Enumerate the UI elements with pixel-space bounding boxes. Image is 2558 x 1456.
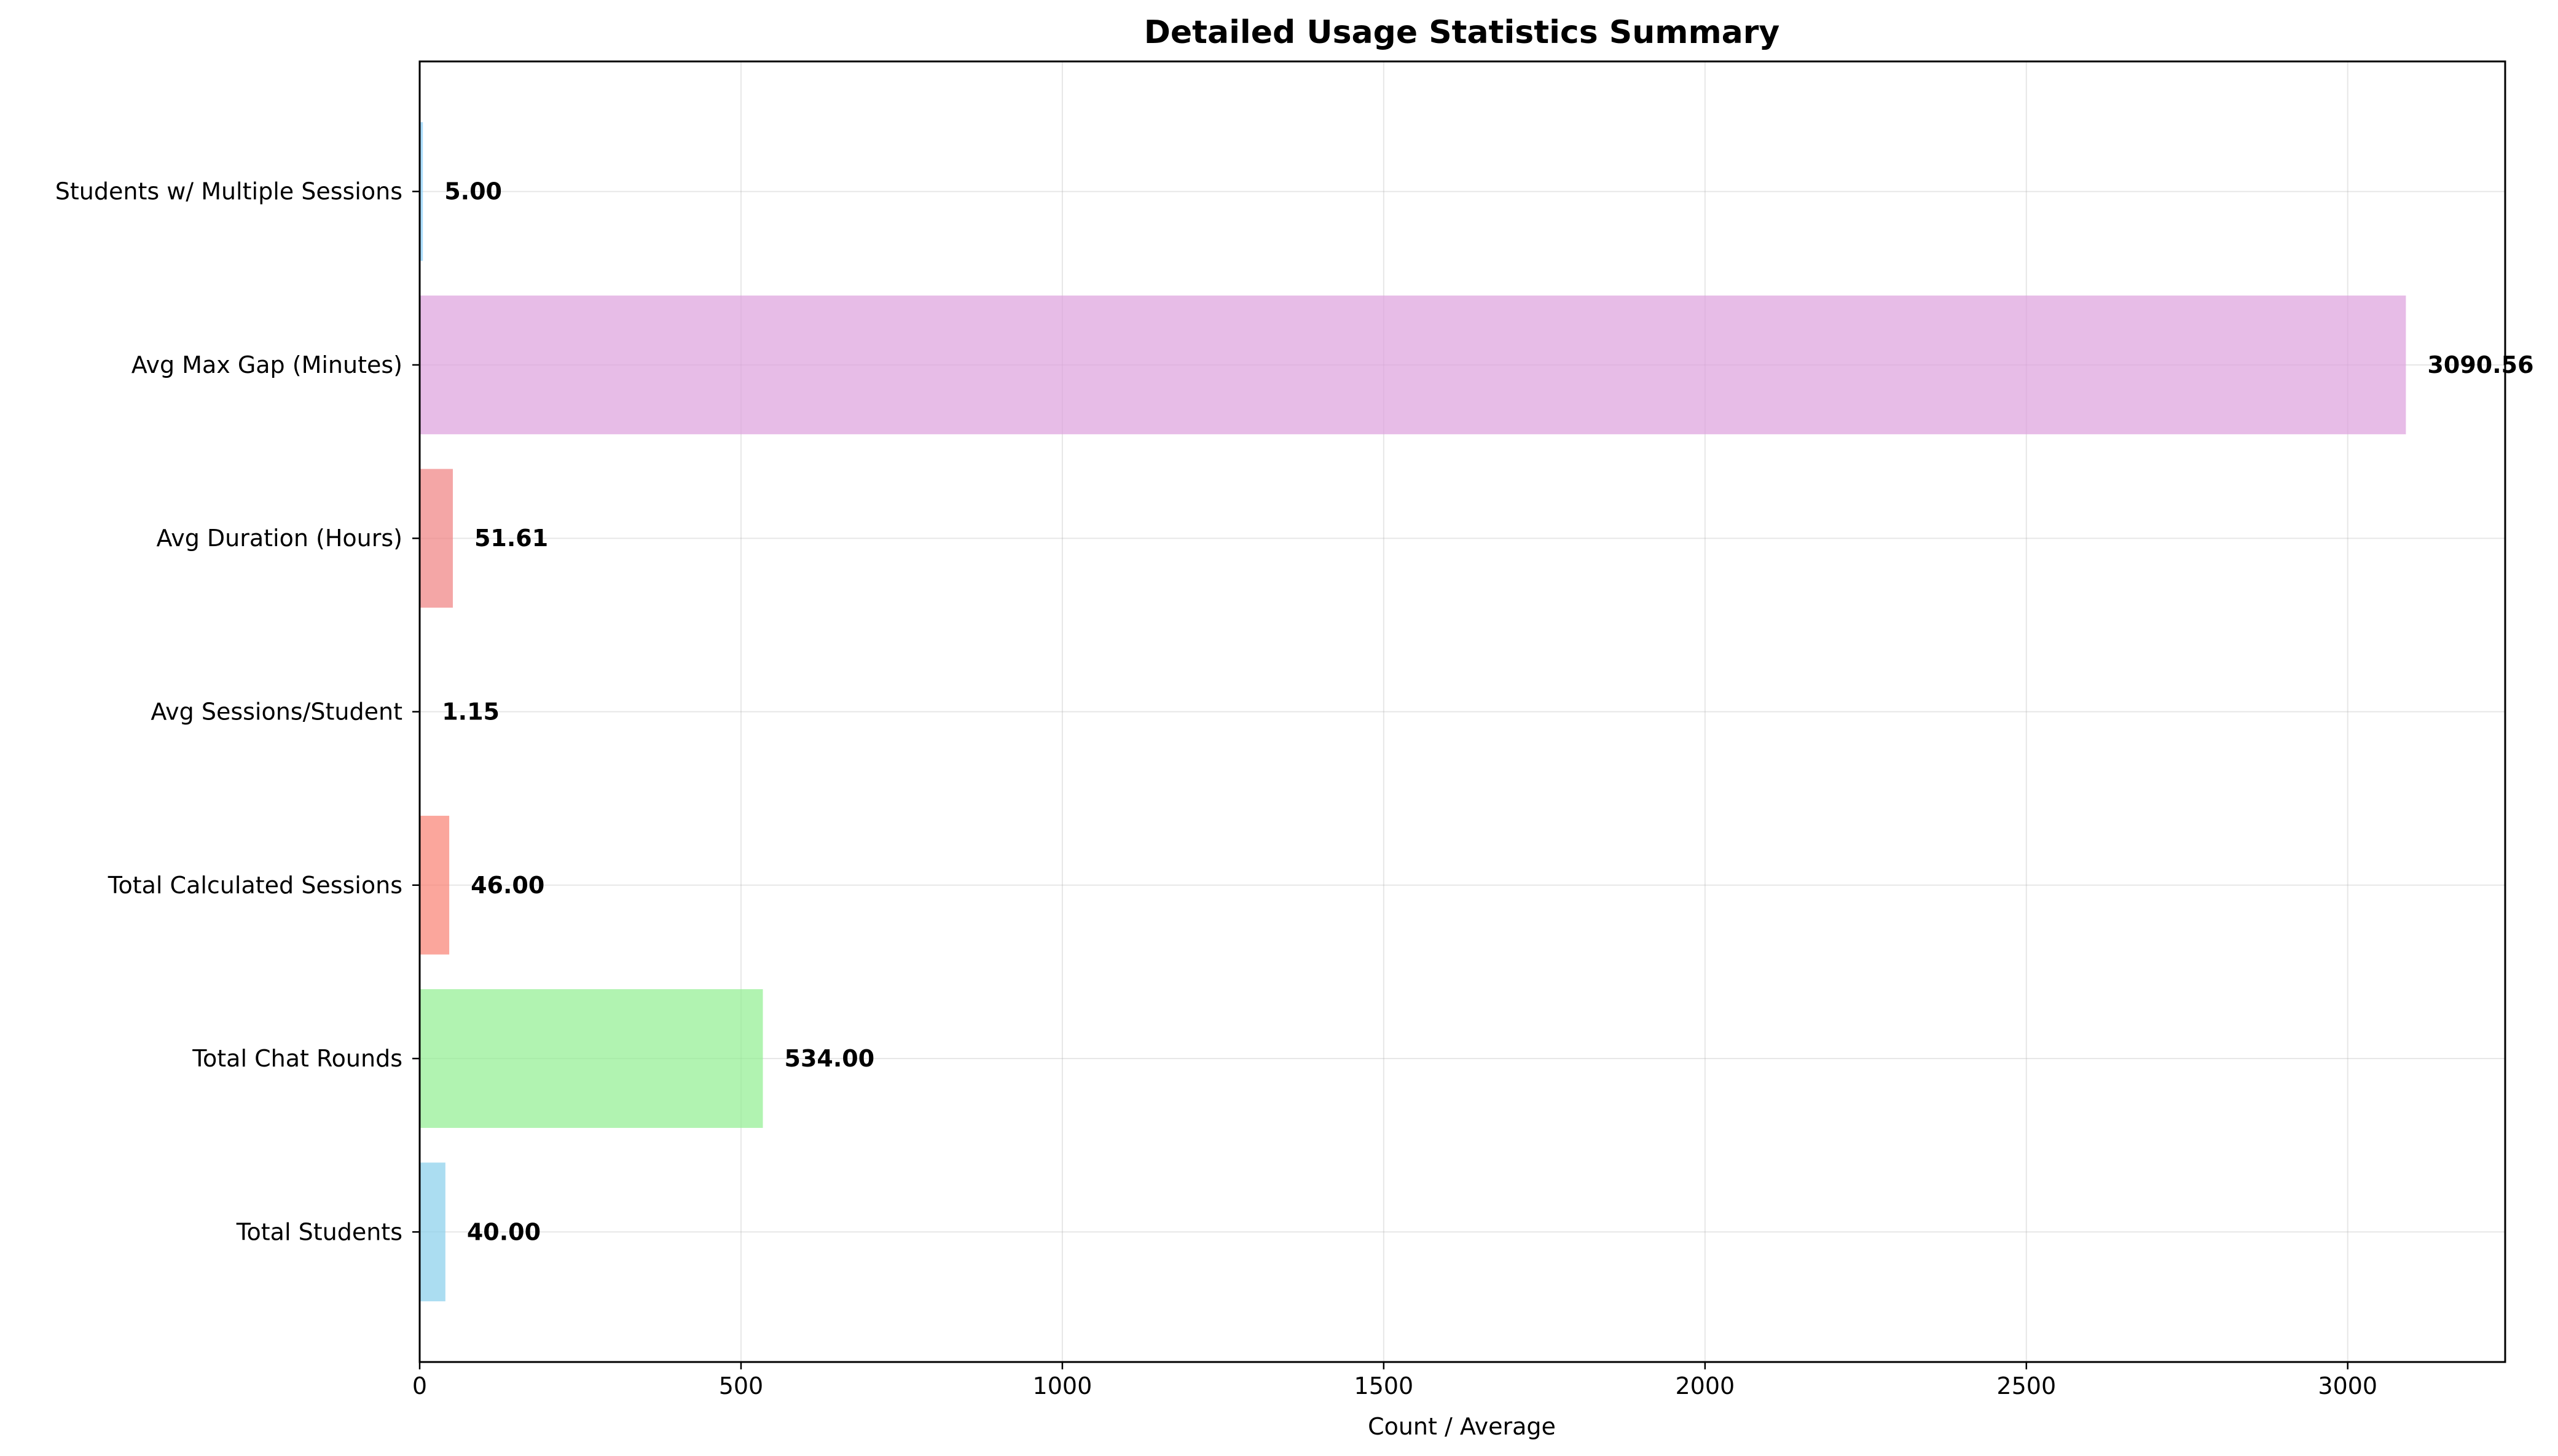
x-tick-label: 2500 — [1996, 1372, 2056, 1399]
x-tick-label: 1000 — [1033, 1372, 1093, 1399]
chart-title: Detailed Usage Statistics Summary — [1144, 14, 1780, 51]
bar — [420, 989, 763, 1128]
grid-layer — [419, 61, 2505, 1362]
bar — [420, 122, 423, 261]
x-tick-label: 3000 — [2318, 1372, 2377, 1399]
bar-value-label: 534.00 — [785, 1045, 875, 1072]
x-tick-label: 1500 — [1354, 1372, 1414, 1399]
bar-value-label: 3090.56 — [2427, 351, 2533, 378]
y-tick-label: Avg Sessions/Student — [151, 699, 402, 726]
y-axis: Total Students Total Chat Rounds Total Cal… — [55, 178, 420, 1245]
y-tick-label: Total Calculated Sessions — [108, 872, 402, 899]
y-tick-label: Total Chat Rounds — [192, 1045, 402, 1072]
y-tick-label: Avg Max Gap (Minutes) — [131, 351, 402, 378]
bars-layer — [420, 122, 2406, 1302]
bar-value-label: 5.00 — [444, 178, 502, 205]
bar — [420, 469, 453, 608]
y-tick-label: Students w/ Multiple Sessions — [55, 178, 402, 205]
bar — [420, 296, 2406, 434]
x-tick-label: 500 — [719, 1372, 764, 1399]
x-axis-label: Count / Average — [1368, 1413, 1556, 1440]
bar — [420, 815, 450, 955]
x-tick-label: 2000 — [1675, 1372, 1735, 1399]
value-labels-layer: 40.00 534.00 46.00 1.15 51.61 3090.56 5.00 — [442, 178, 2533, 1246]
y-tick-label: Total Students — [236, 1218, 402, 1245]
bar — [420, 1162, 445, 1302]
bar-value-label: 1.15 — [442, 699, 500, 726]
x-axis: 0 500 1000 1500 2000 2500 3000 — [412, 1362, 2377, 1399]
y-tick-label: Avg Duration (Hours) — [156, 525, 402, 552]
bar-value-label: 46.00 — [471, 872, 544, 899]
x-tick-label: 0 — [412, 1372, 427, 1399]
bar-value-label: 40.00 — [467, 1218, 541, 1245]
bar-value-label: 51.61 — [474, 525, 548, 552]
